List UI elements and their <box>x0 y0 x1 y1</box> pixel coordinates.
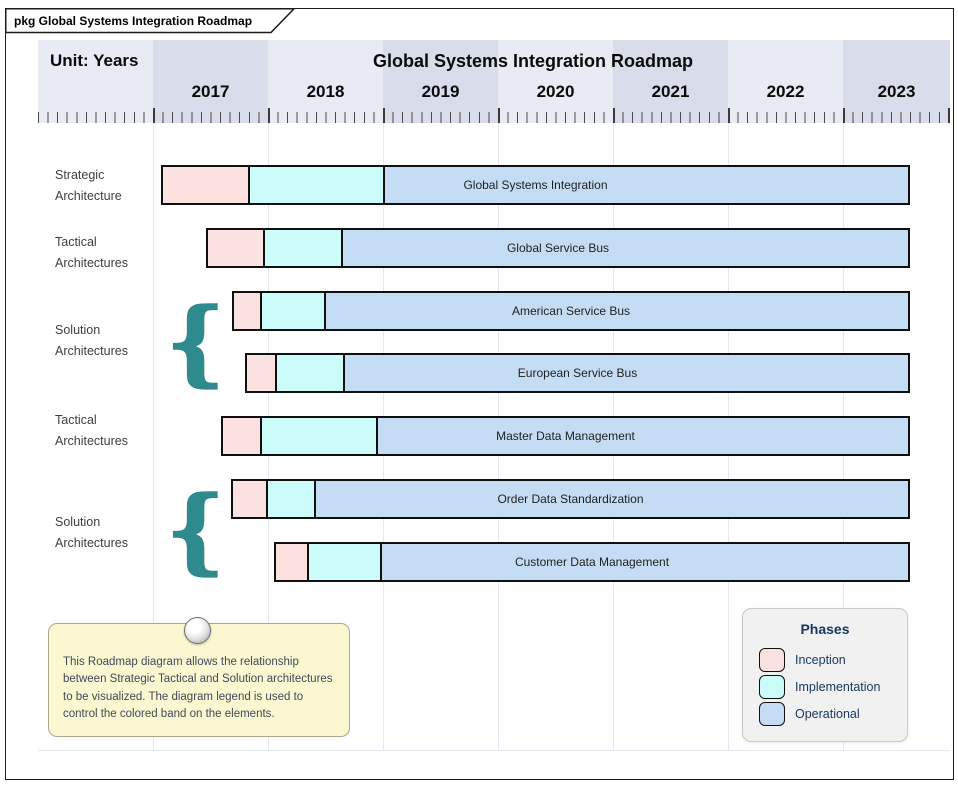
pin-icon <box>184 617 211 644</box>
row-group-label-line: Tactical <box>55 235 97 249</box>
row-group-label-line: Architectures <box>55 434 128 448</box>
inception-segment <box>234 293 260 329</box>
legend-swatch-icon <box>759 701 785 726</box>
year-label: 2017 <box>191 82 230 101</box>
year-band <box>383 40 498 123</box>
roadmap-bar[interactable]: European Service Bus <box>245 353 910 393</box>
year-label: 2020 <box>536 82 575 101</box>
package-tab-label: pkg Global Systems Integration Roadmap <box>14 14 253 28</box>
year-band <box>613 40 728 123</box>
row-group-label: Solution Architectures <box>55 512 165 554</box>
row-group-label-line: Solution <box>55 323 101 337</box>
major-tick <box>153 108 155 123</box>
year-label: 2023 <box>877 82 916 101</box>
year-band <box>843 40 950 123</box>
diagram-frame <box>5 8 954 780</box>
inception-segment <box>247 355 275 391</box>
row-group-label: Strategic Architecture <box>55 165 165 207</box>
row-group-label-line: Architectures <box>55 344 128 358</box>
operational-segment <box>341 230 908 266</box>
legend-title: Phases <box>800 621 850 637</box>
implementation-segment <box>248 167 383 203</box>
year-label: 2019 <box>421 82 460 101</box>
implementation-segment <box>260 293 324 329</box>
major-tick <box>948 108 950 123</box>
row-group-label-line: Tactical <box>55 413 97 427</box>
legend-swatch-icon <box>759 647 785 672</box>
unit-band <box>38 40 153 123</box>
diagram-title: Global Systems Integration Roadmap <box>372 51 694 71</box>
major-tick <box>843 108 845 123</box>
operational-segment <box>314 481 908 517</box>
legend-item[interactable]: Operational <box>743 700 907 727</box>
implementation-segment <box>266 481 314 517</box>
legend-item[interactable]: Inception <box>743 646 907 673</box>
inception-segment <box>276 544 307 580</box>
phases-legend[interactable]: Phases Inception Implementation Operationa… <box>742 608 908 742</box>
roadmap-bar[interactable]: Global Systems Integration <box>161 165 910 205</box>
chart-bottom-line <box>38 750 950 751</box>
legend-item-label: Operational <box>795 706 860 721</box>
implementation-segment <box>260 418 376 454</box>
row-group-label: Solution Architectures <box>55 320 165 362</box>
major-tick <box>728 108 730 123</box>
year-band <box>728 40 843 123</box>
implementation-segment <box>263 230 341 266</box>
row-group-label: Tactical Architectures <box>55 232 165 274</box>
year-band <box>153 40 268 123</box>
year-band <box>268 40 383 123</box>
inception-segment <box>208 230 263 266</box>
legend-item-label: Implementation <box>795 679 881 694</box>
operational-segment <box>343 355 908 391</box>
implementation-segment <box>275 355 343 391</box>
ruler-minor-ticks <box>38 112 950 123</box>
inception-segment <box>233 481 266 517</box>
row-group-label-line: Architecture <box>55 189 122 203</box>
operational-segment <box>383 167 908 203</box>
inception-segment <box>223 418 260 454</box>
roadmap-bar[interactable]: Global Service Bus <box>206 228 910 268</box>
group-brace-icon: { <box>165 288 226 396</box>
note-text: This Roadmap diagram allows the relation… <box>63 656 333 720</box>
operational-segment <box>380 544 908 580</box>
row-group-label-line: Solution <box>55 515 101 529</box>
operational-segment <box>324 293 908 329</box>
year-band <box>498 40 613 123</box>
roadmap-bar[interactable]: Customer Data Management <box>274 542 910 582</box>
row-group-label: Tactical Architectures <box>55 410 165 452</box>
roadmap-bar[interactable]: Order Data Standardization <box>231 479 910 519</box>
group-brace-icon: { <box>165 476 226 584</box>
row-group-label-line: Architectures <box>55 536 128 550</box>
legend-item-label: Inception <box>795 652 846 667</box>
year-label: 2018 <box>306 82 345 101</box>
legend-swatch-icon <box>759 674 785 699</box>
year-label: 2022 <box>766 82 805 101</box>
inception-segment <box>163 167 248 203</box>
unit-label: Unit: Years <box>50 51 139 70</box>
row-group-label-line: Strategic <box>55 168 105 182</box>
operational-segment <box>376 418 908 454</box>
legend-item[interactable]: Implementation <box>743 673 907 700</box>
year-label: 2021 <box>651 82 690 101</box>
gridline <box>153 123 154 750</box>
major-tick <box>613 108 615 123</box>
roadmap-bar[interactable]: Master Data Management <box>221 416 910 456</box>
major-tick <box>383 108 385 123</box>
roadmap-bar[interactable]: American Service Bus <box>232 291 910 331</box>
implementation-segment <box>307 544 380 580</box>
row-group-label-line: Architectures <box>55 256 128 270</box>
major-tick <box>498 108 500 123</box>
major-tick <box>268 108 270 123</box>
package-tab <box>5 8 296 34</box>
